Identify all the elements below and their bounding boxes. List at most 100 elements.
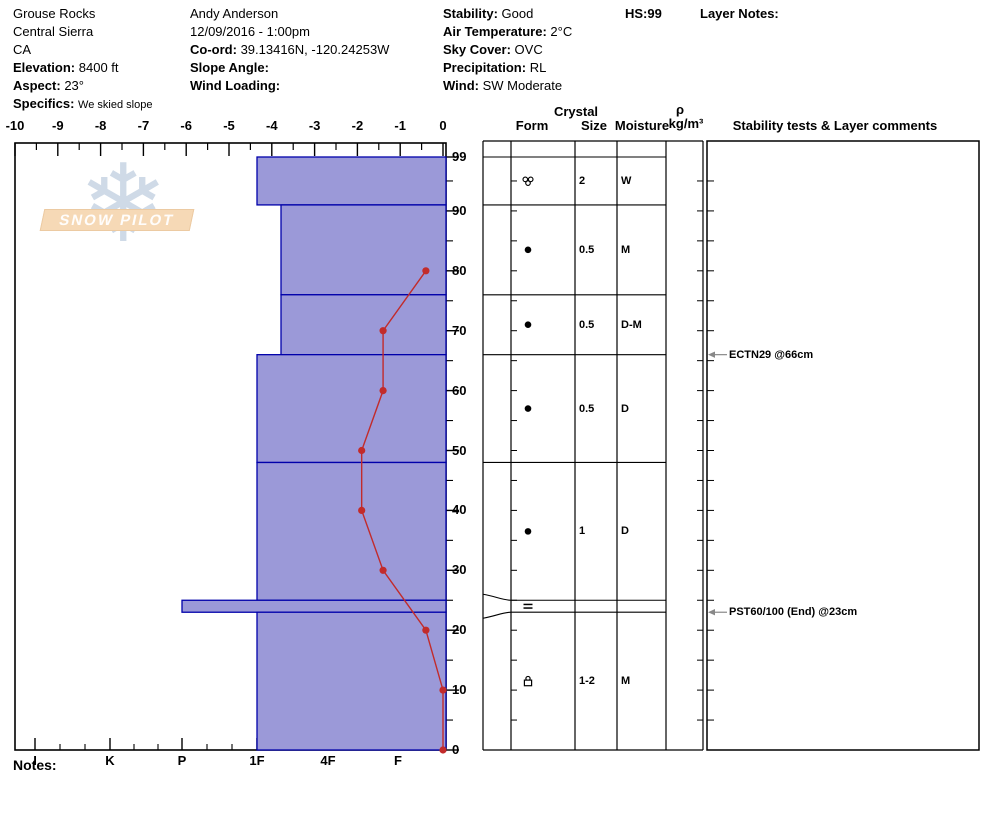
grain-size-cell: 0.5 xyxy=(579,243,595,256)
sky-value: OVC xyxy=(514,42,543,57)
observer-info-column: Andy Anderson 12/09/2016 - 1:00pm Co-ord… xyxy=(190,5,389,95)
temp-axis-label: -10 xyxy=(5,118,25,133)
precipitation: Precipitation: RL xyxy=(443,59,572,77)
temp-axis-label: -3 xyxy=(308,118,321,133)
hardness-bar-layer-99-91 xyxy=(256,156,447,206)
aspect-value: 23° xyxy=(64,78,84,93)
grain-size-cell: 2 xyxy=(579,174,586,187)
depth-axis-label: 30 xyxy=(452,562,467,578)
air-temp-label: Air Temperature: xyxy=(443,24,547,39)
temperature-point-20cm xyxy=(422,626,430,634)
layer-notes: Layer Notes: xyxy=(700,5,779,23)
specifics-value: We skied slope xyxy=(78,99,153,111)
stability-rating: Stability: Good xyxy=(443,5,572,23)
aspect-label: Aspect: xyxy=(13,78,61,93)
hardness-bar-layer-91-76 xyxy=(280,204,447,296)
hardness-bar-layer-66-48 xyxy=(256,354,447,464)
stability-test-annotation: PST60/100 (End) @23cm xyxy=(729,606,858,619)
temperature-point-10cm xyxy=(439,686,447,694)
wind-label: Wind: xyxy=(443,78,479,93)
conditions-column: Stability: Good Air Temperature: 2°C Sky… xyxy=(443,5,572,95)
graupel-symbol xyxy=(522,176,534,187)
site-state: CA xyxy=(13,42,32,57)
stability-test-annotation: ECTN29 @66cm xyxy=(729,348,814,361)
hardness-axis-label: F xyxy=(394,753,402,768)
stability-arrow-head xyxy=(708,609,715,616)
depth-axis-label: 50 xyxy=(452,442,467,458)
temp-axis-label: -1 xyxy=(394,118,406,133)
size-header: Size xyxy=(580,118,608,133)
wind-value: SW Moderate xyxy=(482,78,563,93)
moisture-cell: M xyxy=(621,675,631,688)
rounded-grains-symbol xyxy=(524,246,532,254)
moisture-cell: D xyxy=(621,402,629,415)
depth-axis-label: 10 xyxy=(452,682,467,698)
hardness-axis-label: P xyxy=(177,753,187,768)
depth-axis-label: 20 xyxy=(452,622,467,638)
temp-axis-label: -5 xyxy=(223,118,235,133)
observation-datetime: 12/09/2016 - 1:00pm xyxy=(190,24,310,39)
grain-size-cell: 0.5 xyxy=(579,318,595,331)
stability-value: Good xyxy=(501,6,534,21)
moisture-cell: W xyxy=(621,174,632,187)
sky-label: Sky Cover: xyxy=(443,42,511,57)
hardness-axis-label: I xyxy=(33,753,37,768)
temperature-point-70cm xyxy=(379,327,387,335)
precip-value: RL xyxy=(529,60,547,75)
site-info-column: Grouse Rocks Central Sierra CA Elevation… xyxy=(13,5,152,114)
rounded-grains-symbol xyxy=(524,321,532,329)
coord-label: Co-ord: xyxy=(190,42,237,57)
depth-axis-label: 90 xyxy=(452,202,467,218)
depth-axis-label: 99 xyxy=(452,149,467,164)
snow-height: HS:99 xyxy=(625,5,662,23)
site-region: Central Sierra xyxy=(13,24,94,39)
stability-tests-box xyxy=(706,140,980,751)
site-elevation: Elevation: 8400 ft xyxy=(13,59,152,77)
specifics-label: Specifics: xyxy=(13,96,75,111)
precip-label: Precipitation: xyxy=(443,60,527,75)
melt-freeze-crust-glyph xyxy=(523,679,533,687)
hardness-axis-label: K xyxy=(105,753,115,768)
grain-size-cell: 1-2 xyxy=(579,675,595,688)
site-specifics: Specifics: We skied slope xyxy=(13,95,152,114)
moisture-cell: D-M xyxy=(621,318,642,331)
elevation-value: 8400 ft xyxy=(78,60,119,75)
air-temperature: Air Temperature: 2°C xyxy=(443,23,572,41)
form-header: Form xyxy=(515,118,549,133)
slope-angle-label: Slope Angle: xyxy=(190,60,269,75)
hs-column: HS:99 xyxy=(625,5,662,23)
rounded-grains-symbol xyxy=(524,528,532,535)
notes-label: Notes: xyxy=(13,757,57,773)
coord-value: 39.13416N, -120.24253W xyxy=(240,42,390,57)
air-temp-value: 2°C xyxy=(550,24,573,39)
crystal-header: Crystal xyxy=(553,104,599,119)
density-units-header: kg/m³ xyxy=(668,116,704,131)
temp-axis-label: -9 xyxy=(52,118,64,133)
grain-size-cell: 1 xyxy=(579,525,586,538)
hardness-axis-label: 1F xyxy=(249,753,265,768)
thin-layer-pinch-curve-top xyxy=(482,593,512,601)
slope-angle: Slope Angle: xyxy=(190,59,389,77)
depth-axis-label: 70 xyxy=(452,322,467,338)
observer-name: Andy Anderson xyxy=(190,6,279,21)
hardness-bar-layer-23-0 xyxy=(256,611,447,751)
elevation-label: Elevation: xyxy=(13,60,76,75)
rounded-grains-glyph xyxy=(524,321,532,329)
sky-cover: Sky Cover: OVC xyxy=(443,41,572,59)
temp-axis-label: -4 xyxy=(266,118,278,133)
temp-axis-label: -6 xyxy=(180,118,192,133)
temperature-point-0cm xyxy=(439,746,447,754)
hardness-bar-layer-76-66 xyxy=(280,294,447,356)
temperature-point-50cm xyxy=(358,446,366,455)
density-rho-header: ρ xyxy=(675,102,685,117)
temperature-point-60cm xyxy=(379,387,387,395)
rounded-grains-symbol xyxy=(524,405,532,412)
depth-axis-label: 0 xyxy=(452,742,460,757)
hs-label: HS: xyxy=(625,6,648,21)
coordinates: Co-ord: 39.13416N, -120.24253W xyxy=(190,41,389,59)
snowflake-icon: ❄ xyxy=(78,143,169,264)
wind-loading-label: Wind Loading: xyxy=(190,78,281,93)
site-name: Grouse Rocks xyxy=(13,6,96,21)
graupel-glyph xyxy=(525,180,531,187)
